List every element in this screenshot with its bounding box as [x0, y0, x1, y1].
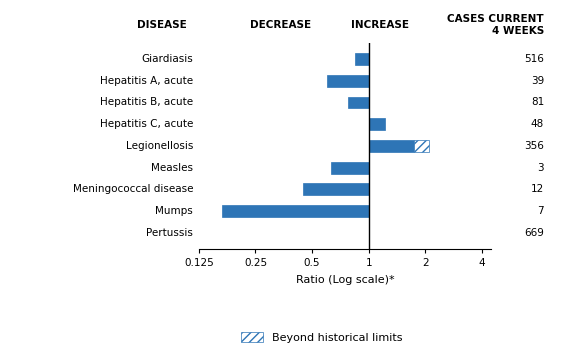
- Text: INCREASE: INCREASE: [351, 20, 410, 30]
- Text: Giardiasis: Giardiasis: [142, 54, 193, 64]
- Text: Legionellosis: Legionellosis: [126, 141, 193, 151]
- Text: DISEASE: DISEASE: [137, 20, 187, 30]
- Text: 516: 516: [524, 54, 544, 64]
- Text: CASES CURRENT
4 WEEKS: CASES CURRENT 4 WEEKS: [448, 14, 544, 36]
- Text: Pertussis: Pertussis: [146, 228, 193, 238]
- Text: 7: 7: [538, 206, 544, 216]
- Bar: [355, 53, 369, 65]
- Bar: [369, 118, 385, 130]
- Bar: [414, 140, 429, 152]
- Bar: [369, 140, 414, 152]
- Text: 39: 39: [531, 76, 544, 86]
- Text: Hepatitis C, acute: Hepatitis C, acute: [99, 119, 193, 129]
- Text: 356: 356: [524, 141, 544, 151]
- X-axis label: Ratio (Log scale)*: Ratio (Log scale)*: [296, 275, 394, 285]
- Text: 12: 12: [531, 184, 544, 194]
- Bar: [327, 75, 369, 87]
- Text: Hepatitis A, acute: Hepatitis A, acute: [100, 76, 193, 86]
- Text: 48: 48: [531, 119, 544, 129]
- Text: 669: 669: [524, 228, 544, 238]
- Text: 3: 3: [538, 163, 544, 173]
- Text: Mumps: Mumps: [155, 206, 193, 216]
- Text: Meningococcal disease: Meningococcal disease: [73, 184, 193, 194]
- Bar: [348, 96, 369, 109]
- Text: DECREASE: DECREASE: [250, 20, 311, 30]
- Bar: [331, 162, 369, 174]
- Text: Measles: Measles: [151, 163, 193, 173]
- Text: Hepatitis B, acute: Hepatitis B, acute: [100, 98, 193, 108]
- Bar: [222, 205, 369, 217]
- Legend: Beyond historical limits: Beyond historical limits: [241, 332, 402, 343]
- Text: 81: 81: [531, 98, 544, 108]
- Bar: [304, 183, 369, 195]
